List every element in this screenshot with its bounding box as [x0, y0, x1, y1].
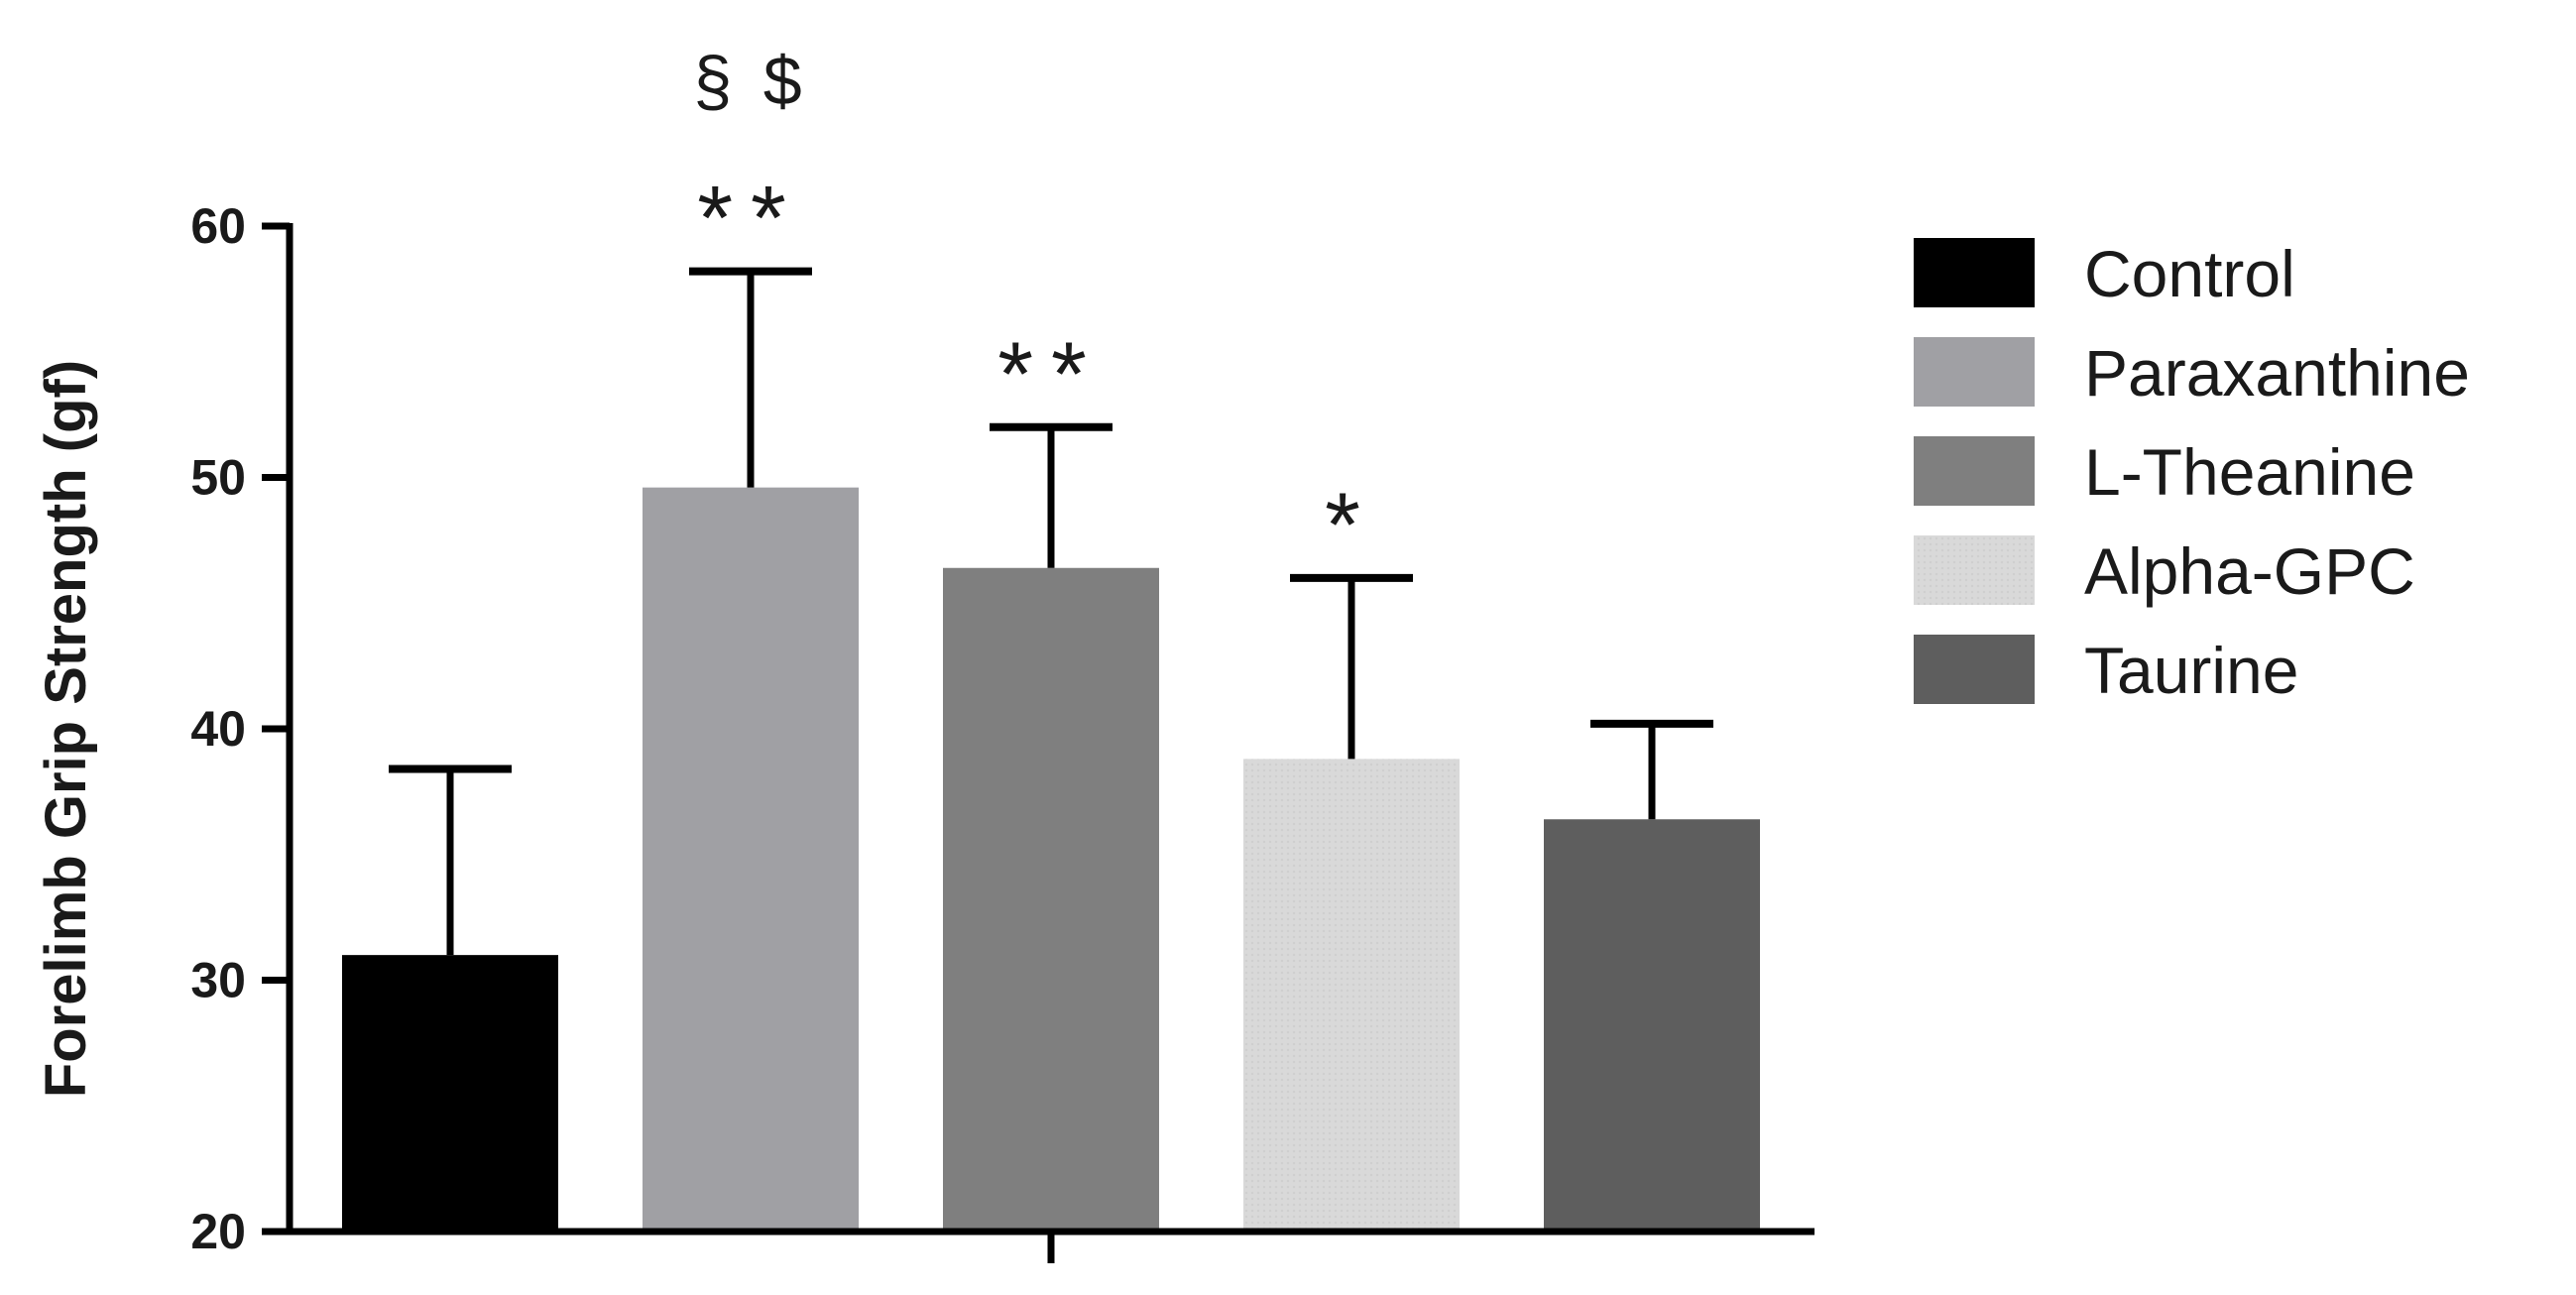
bar-l-theanine [943, 567, 1159, 1232]
significance-l-theanine: ** [997, 324, 1105, 425]
legend-swatch-paraxanthine [1914, 337, 2035, 407]
legend-label-l-theanine: L-Theanine [2084, 435, 2415, 509]
legend-label-control: Control [2084, 237, 2295, 310]
bar-control [342, 955, 558, 1232]
significance-alpha-gpc: * [1325, 475, 1378, 576]
bar-paraxanthine [643, 487, 859, 1232]
legend-label-taurine: Taurine [2084, 634, 2298, 707]
y-tick-label-20: 20 [190, 1204, 246, 1259]
axes-layer: 20 30 40 50 60 Forelimb Grip Strength (gf) [34, 198, 1815, 1263]
legend-swatch-l-theanine [1914, 436, 2035, 506]
bars-layer [342, 487, 1760, 1232]
y-tick-label-50: 50 [190, 450, 246, 506]
legend-swatch-alpha-gpc [1914, 535, 2035, 605]
significance-paraxanthine: ** [697, 169, 804, 270]
legend-label-paraxanthine: Paraxanthine [2084, 336, 2470, 410]
legend-swatch-taurine [1914, 635, 2035, 704]
bar-taurine [1544, 819, 1760, 1232]
annotations-layer: **§ $*** [693, 43, 1378, 576]
legend-swatch-control [1914, 238, 2035, 307]
significance-symbols-paraxanthine: § $ [693, 43, 807, 120]
bar-alpha-gpc [1243, 759, 1460, 1232]
y-axis-label: Forelimb Grip Strength (gf) [34, 360, 98, 1098]
y-tick-label-30: 30 [190, 953, 246, 1008]
error-bars-layer [389, 267, 1713, 956]
legend: Control Paraxanthine L-Theanine Alpha-GPC Ta… [1914, 237, 2470, 707]
y-tick-label-60: 60 [190, 198, 246, 254]
y-tick-label-40: 40 [190, 701, 246, 757]
legend-label-alpha-gpc: Alpha-GPC [2084, 534, 2415, 608]
